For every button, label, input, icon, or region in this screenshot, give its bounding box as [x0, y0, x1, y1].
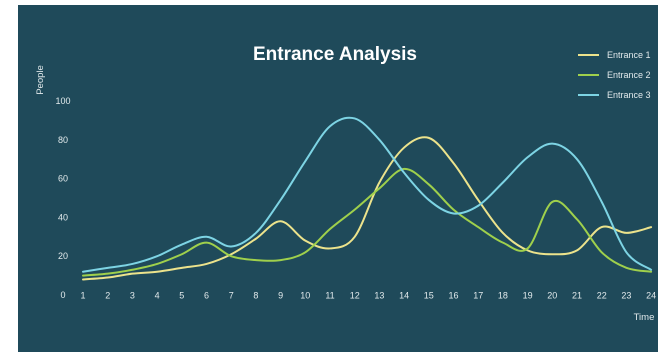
- x-tick-label: 6: [204, 291, 209, 301]
- x-tick-label: 22: [597, 291, 607, 301]
- x-tick-label: 17: [473, 291, 483, 301]
- x-tick-label: 16: [448, 291, 458, 301]
- x-tick-label: 18: [498, 291, 508, 301]
- x-tick-label: 15: [424, 291, 434, 301]
- series-line-entrance-1: [82, 136, 653, 281]
- x-tick-label: 24: [646, 291, 656, 301]
- legend-item-entrance-1: Entrance 1: [578, 50, 651, 60]
- legend-label: Entrance 1: [607, 50, 651, 60]
- x-tick-label: 7: [229, 291, 234, 301]
- legend-item-entrance-3: Entrance 3: [578, 90, 651, 100]
- x-tick-label: 14: [399, 291, 409, 301]
- x-tick-label: 8: [253, 291, 258, 301]
- chart-title: Entrance Analysis: [253, 44, 417, 65]
- x-tick-label: 1: [80, 291, 85, 301]
- legend: Entrance 1 Entrance 2 Entrance 3: [578, 50, 651, 100]
- legend-label: Entrance 2: [607, 70, 651, 80]
- legend-label: Entrance 3: [607, 90, 651, 100]
- x-tick-label: 2: [105, 291, 110, 301]
- y-tick-label: 80: [58, 135, 68, 145]
- x-tick-label: 13: [374, 291, 384, 301]
- series-line-entrance-3: [82, 116, 653, 273]
- x-tick-label: 23: [621, 291, 631, 301]
- chart-background: [18, 5, 658, 352]
- x-tick-label: 9: [278, 291, 283, 301]
- y-axis-label: People: [35, 65, 46, 95]
- y-axis-tick-labels: 0 20 40 60 80 100: [55, 96, 70, 300]
- y-tick-label: 100: [55, 96, 70, 106]
- series-lines: [82, 116, 653, 281]
- x-tick-label: 5: [179, 291, 184, 301]
- y-tick-label: 40: [58, 212, 68, 222]
- x-tick-label: 12: [350, 291, 360, 301]
- x-tick-label: 11: [325, 291, 334, 301]
- x-axis-label: Time: [634, 312, 655, 323]
- legend-item-entrance-2: Entrance 2: [578, 70, 651, 80]
- x-tick-label: 20: [547, 291, 557, 301]
- y-tick-label: 0: [60, 290, 65, 300]
- x-tick-label: 10: [300, 291, 310, 301]
- x-tick-label: 19: [523, 291, 533, 301]
- y-tick-label: 60: [58, 174, 68, 184]
- y-tick-label: 20: [58, 251, 68, 261]
- x-tick-label: 3: [130, 291, 135, 301]
- x-tick-label: 4: [155, 291, 160, 301]
- x-axis-tick-labels: 1 2 3 4 5 6 7 8 9 10 11 12 13 14 15 16 17 18 19 20 21 22 23 24: [80, 291, 656, 301]
- series-line-entrance-2: [82, 167, 653, 277]
- x-tick-label: 21: [572, 291, 582, 301]
